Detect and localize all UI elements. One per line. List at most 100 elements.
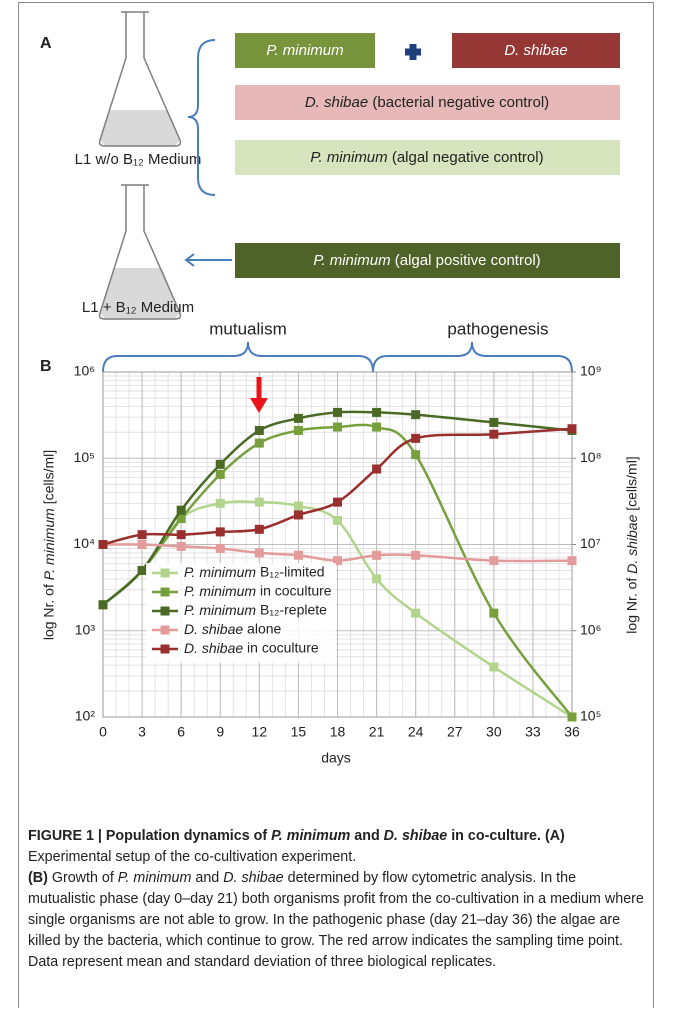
legend-label: P. minimum B₁₂-limited: [184, 564, 325, 580]
data-point: [215, 498, 225, 508]
flask: [98, 11, 182, 147]
phase-label: pathogenesis: [447, 319, 548, 338]
legend-marker: [160, 568, 170, 578]
panel-label: A: [40, 35, 52, 52]
data-point: [98, 540, 108, 549]
x-tick-label: 3: [138, 724, 146, 740]
x-tick-label: 27: [447, 724, 463, 740]
legend-label: P. minimum in coculture: [184, 583, 332, 599]
caption-text: Growth of P. minimum and D. shibae deter…: [28, 870, 644, 970]
legend-label: P. minimum B₁₂-replete: [184, 602, 327, 618]
x-tick-label: 6: [177, 724, 185, 740]
x-tick-label: 18: [330, 724, 346, 740]
data-point: [254, 497, 264, 507]
sampling-arrow-head: [250, 398, 268, 413]
series-line: [102, 423, 573, 718]
y2-tick-label: 10⁶: [580, 621, 601, 637]
data-point: [567, 424, 577, 434]
data-point: [411, 410, 421, 420]
data-point: [254, 438, 264, 448]
data-point: [137, 530, 147, 540]
caption-part-label: (A): [544, 828, 565, 844]
data-point: [176, 530, 186, 540]
y-tick-label: 10²: [75, 708, 96, 724]
data-point: [176, 541, 186, 551]
box-label: P. minimum (algal negative control): [310, 149, 543, 166]
data-point: [411, 433, 421, 443]
x-tick-label: 9: [216, 724, 224, 740]
data-point: [254, 524, 264, 534]
data-point: [293, 413, 303, 423]
data-point: [215, 527, 225, 537]
data-point: [372, 422, 382, 432]
box: [235, 140, 620, 175]
legend-label: D. shibae in coculture: [184, 640, 319, 656]
phase-label: mutualism: [209, 319, 286, 338]
box-label: P. minimum (algal positive control): [313, 252, 540, 269]
x-tick-label: 33: [525, 724, 541, 740]
data-point: [333, 407, 342, 417]
y-tick-label: 10⁶: [74, 363, 95, 379]
data-point: [489, 608, 499, 618]
medium-label: L1 w/o B₁₂ Medium: [75, 151, 202, 168]
bracket: [187, 39, 216, 196]
box: [235, 243, 620, 278]
plus-sign: [405, 44, 421, 60]
box-label: P. minimum: [266, 42, 343, 59]
data-point: [137, 565, 147, 575]
legend-marker: [160, 625, 170, 635]
y2-tick-label: 10⁵: [580, 708, 601, 724]
data-point: [372, 550, 382, 560]
data-point: [215, 543, 225, 553]
y2-tick-label: 10⁷: [580, 535, 601, 551]
x-axis-label: days: [321, 750, 351, 766]
box: [235, 33, 375, 68]
data-point: [333, 497, 342, 507]
data-point: [411, 450, 421, 460]
data-point: [254, 425, 264, 435]
box: [235, 85, 620, 120]
data-point: [176, 505, 186, 515]
y-tick-label: 10⁴: [73, 535, 95, 551]
data-point: [98, 600, 108, 610]
panel-label: B: [40, 358, 52, 375]
x-tick-label: 15: [291, 724, 307, 740]
data-point: [293, 510, 303, 520]
y-tick-label: 10⁵: [74, 449, 95, 465]
y2-tick-label: 10⁹: [580, 363, 602, 379]
data-point: [567, 712, 577, 722]
data-point: [293, 425, 303, 435]
data-point: [411, 550, 421, 560]
data-point: [333, 556, 342, 566]
data-point: [215, 459, 225, 469]
legend-marker: [160, 587, 170, 597]
data-point: [372, 464, 382, 474]
data-point: [333, 515, 342, 525]
data-point: [137, 540, 147, 549]
y-tick-label: 10³: [75, 621, 96, 637]
data-point: [489, 417, 499, 427]
caption-part-label: (B): [28, 870, 48, 886]
x-tick-label: 12: [252, 724, 268, 740]
box-label: D. shibae (bacterial negative control): [305, 94, 549, 111]
y2-axis-label: log Nr. of D. shibae [cells/ml]: [624, 456, 640, 633]
data-point: [567, 556, 577, 566]
data-point: [489, 556, 499, 566]
x-tick-label: 36: [564, 724, 580, 740]
y2-tick-label: 10⁸: [580, 449, 602, 465]
data-point: [411, 608, 421, 618]
legend-marker: [160, 644, 170, 654]
data-point: [293, 550, 303, 560]
data-point: [372, 574, 382, 584]
caption-text: Experimental setup of the co-cultivation…: [28, 849, 357, 865]
data-point: [176, 514, 186, 524]
plot: P. minimum B₁₂-limited P. minimum in cocu…: [98, 371, 577, 722]
data-point: [489, 429, 499, 439]
figure: A L1 w/o B₁₂ Medium L1 + B₁₂ Medium P. m…: [40, 11, 640, 766]
y-axis-label: log Nr. of P. minimum [cells/ml]: [41, 450, 57, 640]
medium-label: L1 + B₁₂ Medium: [82, 299, 194, 316]
box-label: D. shibae: [504, 42, 567, 59]
data-point: [254, 548, 264, 558]
data-point: [293, 501, 303, 511]
